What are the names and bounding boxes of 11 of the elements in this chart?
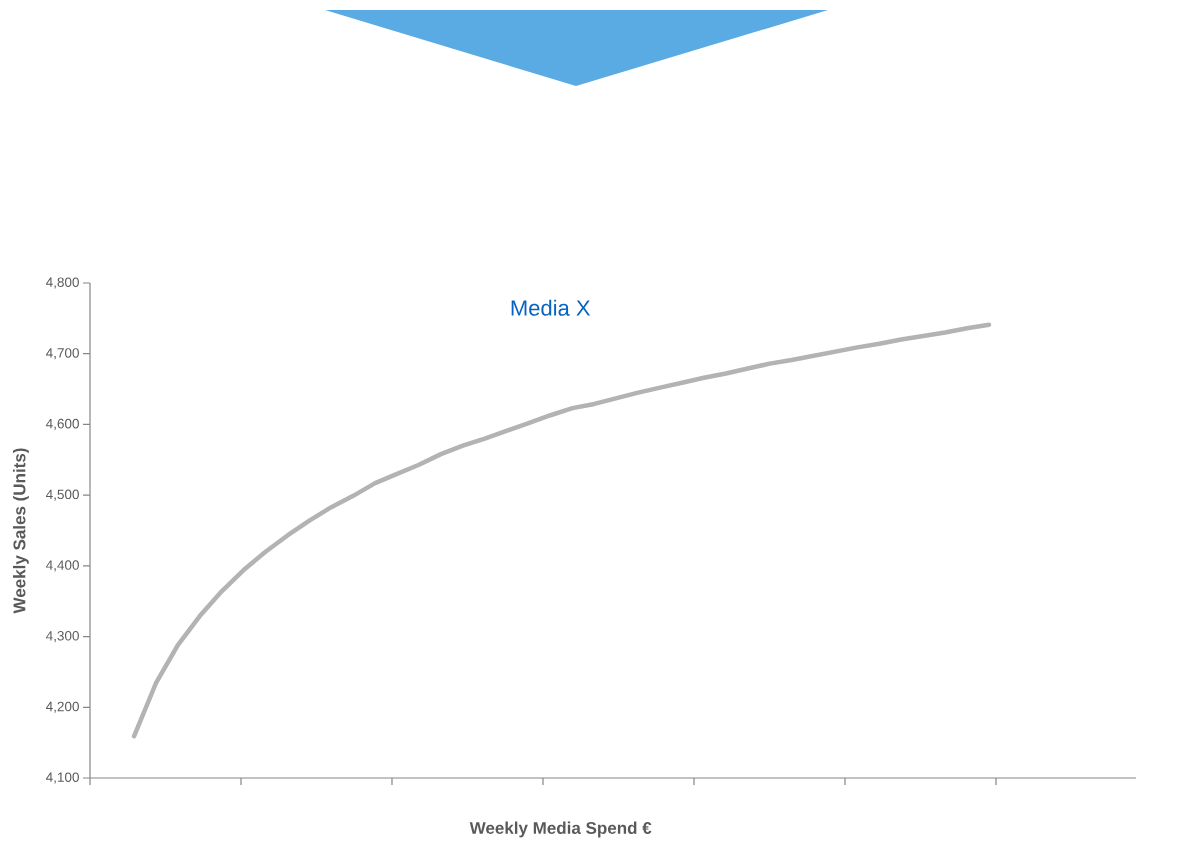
y-axis-title: Weekly Sales (Units) xyxy=(12,448,29,614)
y-tick-label: 4,300 xyxy=(46,630,79,643)
y-tick-label: 4,200 xyxy=(46,701,79,713)
y-tick-label: 4,700 xyxy=(46,348,79,360)
y-tick-label: 4,600 xyxy=(46,418,79,430)
text: Media X xyxy=(511,299,591,316)
x-axis-title: Weekly Media Spend € xyxy=(469,821,652,838)
y-tick-label: 4,500 xyxy=(46,489,79,501)
y-tick-label: 4,100 xyxy=(46,772,79,784)
y-tick-label: 4,800 xyxy=(46,277,79,289)
y-tick-label: 4,400 xyxy=(46,560,79,572)
